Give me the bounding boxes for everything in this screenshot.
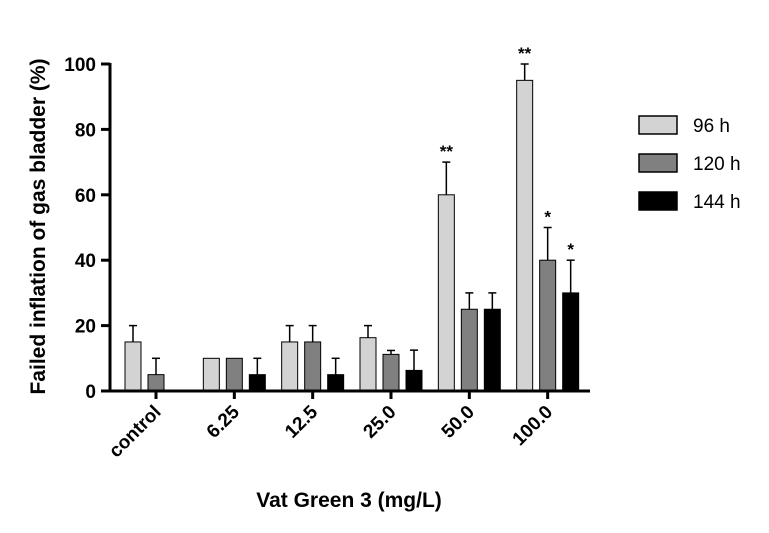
legend: 96 h 120 h 144 h	[638, 115, 741, 213]
x-category-label: control	[105, 402, 165, 462]
legend-swatch	[638, 115, 678, 135]
bar	[460, 308, 478, 392]
legend-label: 120 h	[693, 154, 741, 175]
axes-layer	[108, 63, 590, 393]
bar	[304, 341, 322, 392]
bar	[248, 374, 266, 392]
bar	[147, 374, 165, 392]
bars-layer	[124, 79, 580, 392]
y-axis-title: Failed inflation of gas bladder (%)	[27, 58, 50, 394]
bar	[225, 357, 243, 392]
y-tick-label: 20	[75, 317, 96, 338]
y-ticks-layer: 0 20 40 60 80 100	[64, 55, 110, 403]
error-bars-layer	[129, 63, 575, 375]
bar	[124, 341, 142, 392]
x-category-label: 50.0	[438, 402, 479, 443]
bar	[281, 341, 299, 392]
y-tick-label: 60	[75, 186, 96, 207]
legend-swatch	[638, 153, 678, 173]
legend-label: 96 h	[693, 116, 730, 137]
legend-swatch	[638, 191, 678, 211]
bar	[562, 292, 580, 392]
significance-marker: **	[440, 142, 454, 161]
x-category-label: 6.25	[203, 401, 244, 442]
x-category-label: 100.0	[509, 402, 557, 450]
bar	[539, 259, 557, 392]
y-tick-label: 40	[75, 251, 96, 272]
y-tick-label: 100	[64, 55, 96, 76]
bar	[405, 369, 423, 392]
x-axis-title: Vat Green 3 (mg/L)	[256, 489, 442, 512]
y-tick-label: 0	[85, 382, 96, 403]
x-category-label: 12.5	[281, 401, 322, 442]
significance-marker: *	[567, 240, 574, 259]
bar	[382, 353, 400, 392]
x-category-label: 25.0	[360, 402, 401, 443]
bar	[327, 374, 345, 392]
bar	[516, 79, 534, 392]
significance-marker: *	[544, 208, 551, 227]
x-categories-layer: control 6.25 12.5 25.0 50.0 100.0	[105, 391, 557, 462]
legend-label: 144 h	[693, 192, 741, 213]
significance-marker: **	[518, 44, 532, 63]
bar	[483, 308, 501, 392]
significance-layer: ******	[440, 44, 575, 259]
bar	[437, 194, 455, 392]
bar	[202, 357, 220, 392]
bar	[359, 337, 377, 392]
y-tick-label: 80	[75, 120, 96, 141]
